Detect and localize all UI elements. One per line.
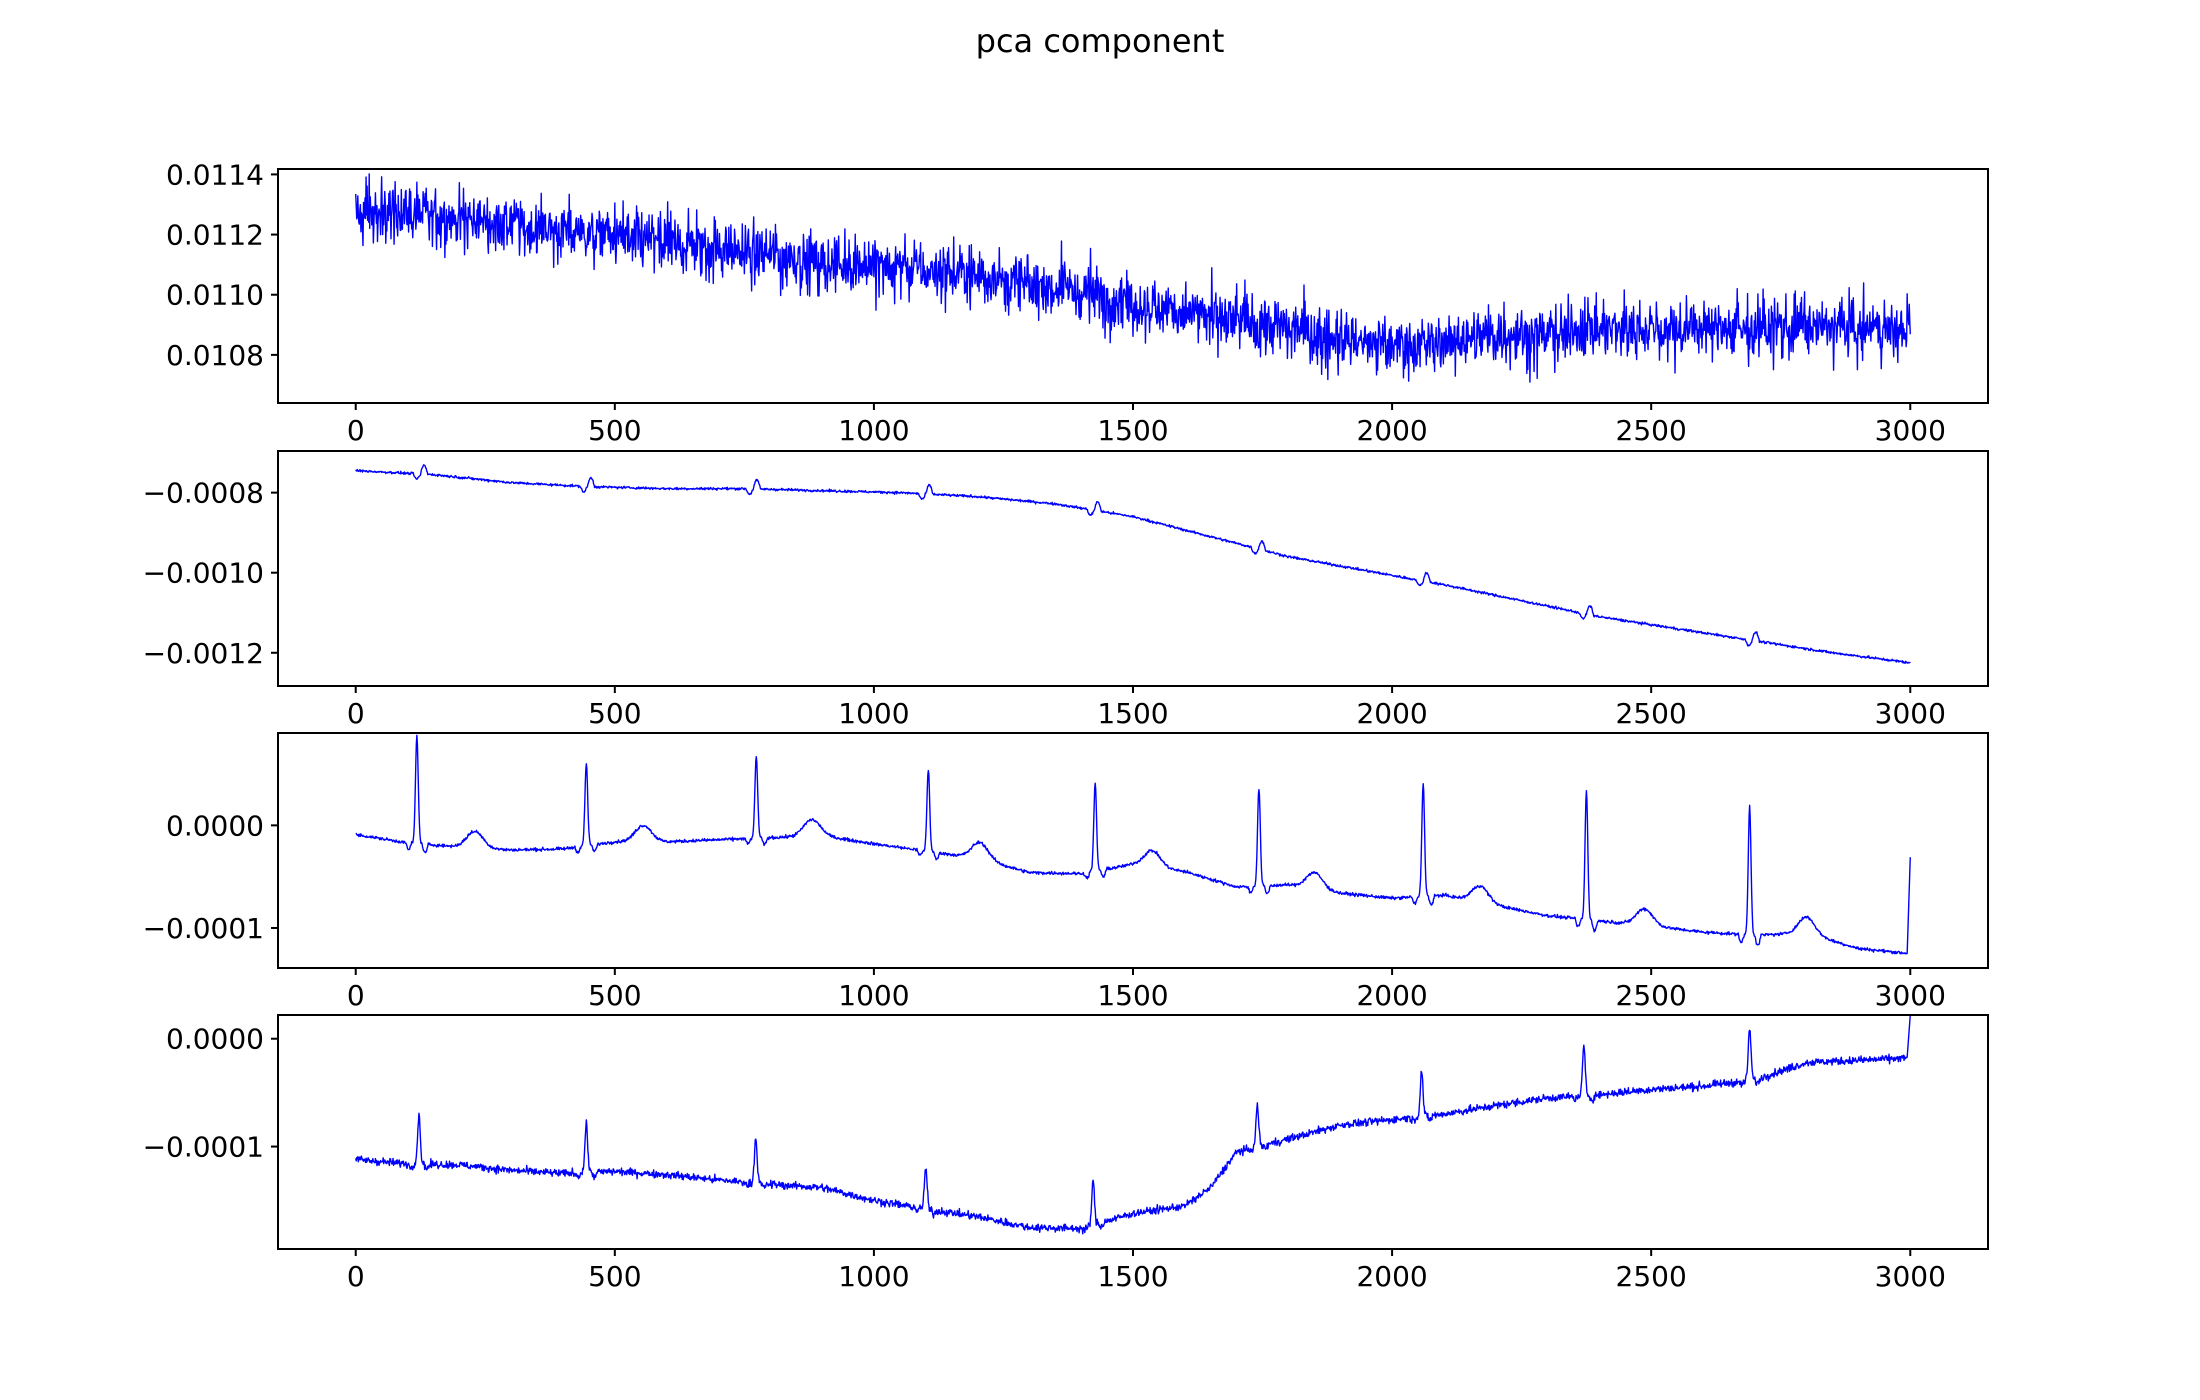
x-tick-label: 500 xyxy=(588,1260,641,1293)
y-tick-label: 0.0110 xyxy=(166,279,264,312)
x-tick-label: 3000 xyxy=(1875,414,1946,447)
x-tick-label: 500 xyxy=(588,979,641,1012)
y-tick-label: −0.0012 xyxy=(143,637,264,670)
x-tick-label: 2000 xyxy=(1356,697,1427,730)
series-line xyxy=(355,1015,1911,1235)
x-tick-label: 3000 xyxy=(1875,697,1946,730)
y-tick-label: 0.0000 xyxy=(166,1023,264,1056)
axes-frame xyxy=(277,450,1989,687)
y-tick-label: −0.0010 xyxy=(143,557,264,590)
series-line xyxy=(355,464,1911,665)
subplot-4: 0 500 1000 1500 2000 2500 3000 −0.0001 0.0000 xyxy=(143,1014,1989,1293)
y-tick-label: −0.0001 xyxy=(143,912,264,945)
x-tick-label: 0 xyxy=(347,979,365,1012)
x-tick-label: 2000 xyxy=(1356,1260,1427,1293)
subplot-1: 0 500 1000 1500 2000 2500 3000 0.0108 0.0110 0.01… xyxy=(166,158,1989,447)
y-tick-label: 0.0114 xyxy=(166,158,264,191)
x-tick-label: 500 xyxy=(588,414,641,447)
x-tick-label: 1000 xyxy=(838,414,909,447)
axes-frame xyxy=(277,168,1989,404)
x-tick-label: 2500 xyxy=(1616,979,1687,1012)
x-tick-label: 3000 xyxy=(1875,979,1946,1012)
series-line xyxy=(355,734,1911,955)
x-tick-label: 3000 xyxy=(1875,1260,1946,1293)
y-tick-label: 0.0108 xyxy=(166,339,264,372)
x-tick-label: 1000 xyxy=(838,1260,909,1293)
y-tick-label: 0.0000 xyxy=(166,809,264,842)
x-tick-label: 2500 xyxy=(1616,697,1687,730)
subplot-2: 0 500 1000 1500 2000 2500 3000 −0.0012 −0.0010 −0… xyxy=(143,450,1989,730)
x-tick-label: 2000 xyxy=(1356,979,1427,1012)
series-line xyxy=(355,173,1911,383)
x-tick-label: 1500 xyxy=(1097,414,1168,447)
x-tick-label: 1500 xyxy=(1097,697,1168,730)
x-tick-label: 0 xyxy=(347,414,365,447)
x-tick-label: 1000 xyxy=(838,697,909,730)
x-tick-label: 0 xyxy=(347,1260,365,1293)
x-tick-label: 2000 xyxy=(1356,414,1427,447)
y-tick-label: −0.0008 xyxy=(143,477,264,510)
x-tick-label: 1500 xyxy=(1097,979,1168,1012)
x-tick-label: 2500 xyxy=(1616,414,1687,447)
x-tick-label: 0 xyxy=(347,697,365,730)
x-tick-label: 2500 xyxy=(1616,1260,1687,1293)
x-tick-label: 500 xyxy=(588,697,641,730)
subplot-3: 0 500 1000 1500 2000 2500 3000 −0.0001 0.0000 xyxy=(143,732,1989,1012)
y-tick-label: 0.0112 xyxy=(166,219,264,252)
x-tick-label: 1000 xyxy=(838,979,909,1012)
x-tick-label: 1500 xyxy=(1097,1260,1168,1293)
y-tick-label: −0.0001 xyxy=(143,1131,264,1164)
figure-title: pca component xyxy=(976,22,1225,60)
